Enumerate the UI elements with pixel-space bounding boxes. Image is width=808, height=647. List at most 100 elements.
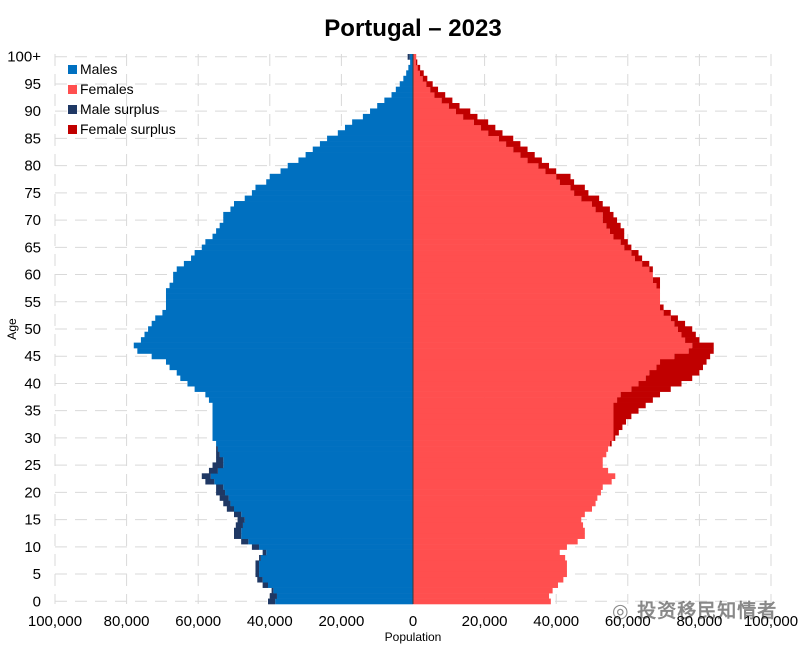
bar-male-age-6 bbox=[259, 565, 413, 572]
bar-female-surplus-age-48 bbox=[685, 337, 700, 343]
bar-female-age-2 bbox=[413, 587, 553, 594]
bar-male-age-41 bbox=[180, 375, 413, 382]
bar-male-surplus-age-2 bbox=[271, 587, 274, 594]
bar-female-surplus-age-66 bbox=[620, 239, 628, 245]
bar-female-age-56 bbox=[413, 293, 661, 300]
x-tick-label-9: 80,000 bbox=[676, 613, 722, 630]
bar-female-age-9 bbox=[413, 549, 560, 556]
bar-female-age-64 bbox=[413, 250, 632, 256]
bar-male-age-56 bbox=[165, 293, 413, 300]
y-tick-label-0: 0 bbox=[33, 593, 41, 610]
bar-male-age-73 bbox=[234, 201, 413, 207]
bar-male-age-98 bbox=[408, 64, 413, 71]
bar-female-surplus-age-78 bbox=[556, 173, 571, 180]
x-tick-label-2: 60,000 bbox=[175, 613, 221, 630]
bar-female-age-68 bbox=[413, 228, 610, 235]
bar-female-age-44 bbox=[413, 358, 661, 365]
bar-female-surplus-age-85 bbox=[498, 135, 514, 142]
bar-female-surplus-age-96 bbox=[422, 75, 428, 82]
bar-female-age-80 bbox=[413, 162, 539, 169]
bar-female-age-88 bbox=[413, 119, 474, 126]
bar-female-age-40 bbox=[413, 380, 639, 387]
bar-male-age-43 bbox=[169, 364, 413, 371]
bar-male-age-13 bbox=[241, 527, 413, 534]
bar-male-age-48 bbox=[140, 337, 414, 343]
bar-female-age-39 bbox=[413, 386, 632, 392]
bar-female-age-82 bbox=[413, 152, 521, 158]
bar-male-age-96 bbox=[403, 75, 413, 82]
bar-male-age-60 bbox=[173, 271, 413, 278]
bar-female-surplus-age-54 bbox=[660, 304, 664, 311]
bar-female-age-74 bbox=[413, 195, 582, 202]
bar-male-age-93 bbox=[391, 92, 413, 98]
bar-female-age-43 bbox=[413, 364, 657, 371]
bar-male-age-99 bbox=[410, 59, 413, 66]
bar-female-surplus-age-95 bbox=[426, 81, 433, 87]
bar-male-surplus-age-10 bbox=[251, 544, 260, 550]
bar-male-age-38 bbox=[205, 391, 413, 398]
bar-female-age-28 bbox=[413, 446, 609, 452]
y-tick-label-14: 70 bbox=[24, 212, 41, 229]
y-tick-label-10: 50 bbox=[24, 321, 41, 338]
bar-male-surplus-age-0 bbox=[268, 598, 276, 605]
bar-male-age-1 bbox=[276, 593, 413, 599]
bar-female-age-42 bbox=[413, 369, 650, 376]
bar-male-age-81 bbox=[298, 157, 413, 164]
bar-female-age-75 bbox=[413, 190, 575, 196]
bar-female-age-66 bbox=[413, 239, 621, 245]
bar-male-age-12 bbox=[241, 533, 413, 539]
bar-female-surplus-age-42 bbox=[649, 369, 700, 376]
bar-female-age-54 bbox=[413, 304, 661, 311]
bar-male-age-80 bbox=[287, 162, 413, 169]
bar-male-age-35 bbox=[212, 407, 413, 414]
bar-female-age-18 bbox=[413, 500, 596, 507]
bar-male-age-0 bbox=[275, 598, 413, 605]
bar-female-age-92 bbox=[413, 97, 442, 104]
bar-male-age-79 bbox=[280, 168, 413, 175]
bar-male-age-27 bbox=[219, 451, 413, 458]
bar-male-age-85 bbox=[327, 135, 413, 142]
bar-female-surplus-age-71 bbox=[602, 211, 614, 218]
x-tick-label-6: 20,000 bbox=[462, 613, 508, 630]
bar-male-age-32 bbox=[212, 424, 413, 431]
bar-female-surplus-age-86 bbox=[488, 130, 503, 136]
x-tick-labels: 100,000 80,000 60,000 40,000 20,000 0 20,000 40… bbox=[28, 613, 798, 630]
bar-female-age-86 bbox=[413, 130, 489, 136]
bar-male-age-91 bbox=[377, 103, 413, 109]
y-tick-label-17: 85 bbox=[24, 130, 41, 147]
bar-female-age-1 bbox=[413, 593, 550, 599]
bar-female-age-24 bbox=[413, 467, 609, 474]
bar-female-surplus-age-81 bbox=[527, 157, 542, 164]
bar-female-surplus-age-93 bbox=[434, 92, 446, 98]
bar-female-surplus-age-30 bbox=[613, 435, 616, 441]
bar-female-age-0 bbox=[413, 598, 551, 605]
watermark-logo-text: ◎ 投资移民知情者 bbox=[612, 600, 778, 622]
bar-female-age-37 bbox=[413, 397, 618, 403]
legend-label-0: Males bbox=[80, 61, 117, 77]
bar-female-age-6 bbox=[413, 565, 567, 572]
bar-female-age-32 bbox=[413, 424, 614, 431]
x-tick-label-8: 60,000 bbox=[605, 613, 651, 630]
bar-male-age-61 bbox=[176, 266, 413, 273]
bar-male-age-64 bbox=[194, 250, 413, 256]
bar-female-age-29 bbox=[413, 440, 610, 447]
bar-female-age-89 bbox=[413, 113, 464, 120]
bar-female-age-67 bbox=[413, 233, 614, 240]
x-axis-label: Population bbox=[385, 630, 442, 644]
bar-male-age-47 bbox=[133, 342, 413, 349]
bar-male-age-5 bbox=[259, 571, 413, 578]
bar-female-age-65 bbox=[413, 244, 625, 251]
bar-male-age-84 bbox=[319, 141, 413, 147]
bar-male-surplus-age-4 bbox=[257, 576, 263, 583]
bar-female-age-48 bbox=[413, 337, 686, 343]
bar-male-age-70 bbox=[223, 217, 413, 224]
bar-female-surplus-age-97 bbox=[419, 70, 424, 77]
bar-male-age-8 bbox=[260, 554, 413, 561]
bar-male-age-20 bbox=[225, 489, 413, 496]
bar-female-age-11 bbox=[413, 538, 578, 545]
bar-female-surplus-age-35 bbox=[613, 407, 639, 414]
bar-male-age-51 bbox=[151, 320, 413, 327]
bar-male-age-15 bbox=[244, 516, 413, 523]
bar-female-age-91 bbox=[413, 103, 449, 109]
